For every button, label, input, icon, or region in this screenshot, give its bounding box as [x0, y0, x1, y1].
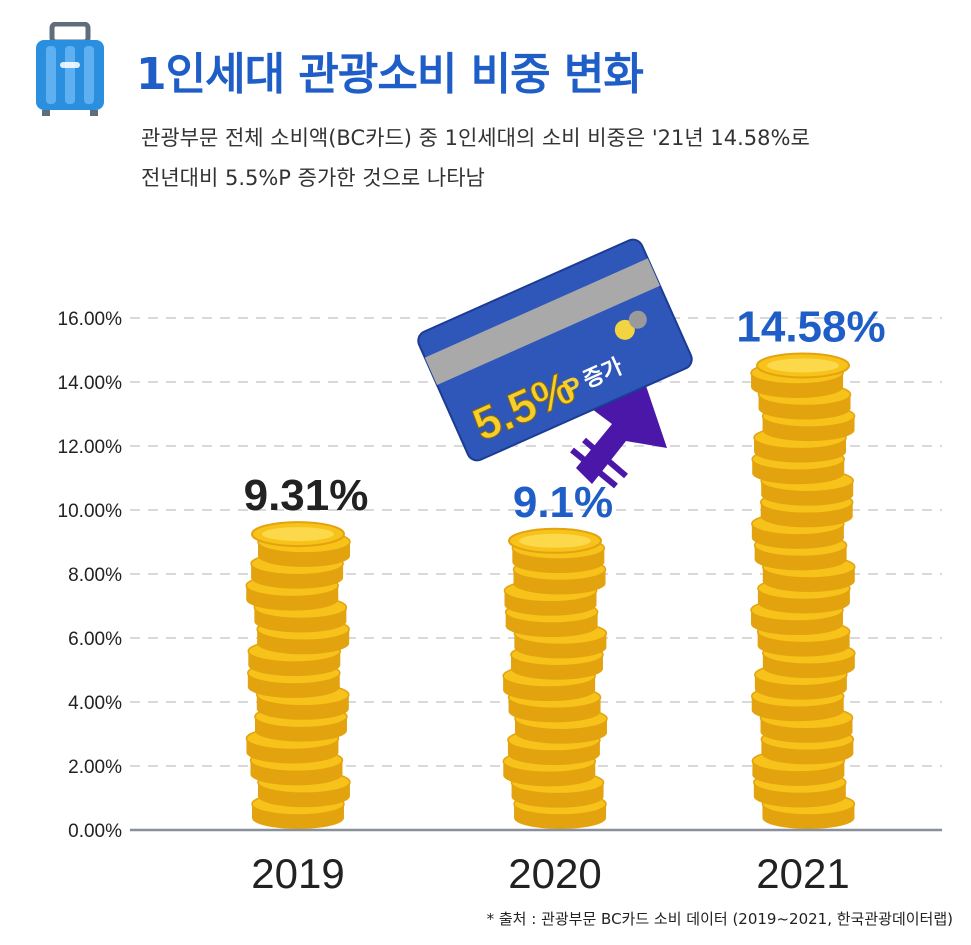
x-category-label: 2020: [508, 850, 601, 897]
y-tick-label: 6.00%: [68, 629, 122, 650]
data-label: 9.31%: [244, 471, 369, 520]
y-tick-label: 4.00%: [68, 693, 122, 714]
subtitle-line-1: 관광부문 전체 소비액(BC카드) 중 1인세대의 소비 비중은 '21년 14…: [141, 126, 810, 150]
y-tick-label: 0.00%: [68, 821, 122, 842]
coin-bars: [245, 352, 856, 829]
credit-card-icon: 5.5% P 증가: [417, 238, 693, 462]
subtitle-line-2: 전년대비 5.5%P 증가한 것으로 나타남: [141, 166, 485, 190]
data-label: 14.58%: [736, 302, 885, 351]
page-title: 1인세대 관광소비 비중 변화: [136, 49, 644, 100]
x-category-label: 2021: [756, 850, 849, 897]
y-tick-label: 16.00%: [58, 309, 123, 330]
data-labels: 9.31% 9.1% 14.58%: [244, 302, 886, 526]
y-tick-label: 14.00%: [58, 373, 123, 394]
y-tick-label: 12.00%: [58, 437, 123, 458]
y-tick-label: 8.00%: [68, 565, 122, 586]
coin-stack-bar: [245, 521, 351, 829]
y-tick-label: 10.00%: [58, 501, 123, 522]
suitcase-icon: [36, 22, 104, 116]
x-axis-labels: 2019 2020 2021: [251, 850, 849, 897]
coin-stack-bar: [750, 352, 856, 829]
page-subtitle: 관광부문 전체 소비액(BC카드) 중 1인세대의 소비 비중은 '21년 14…: [141, 118, 810, 198]
source-note: * 출처 : 관광부문 BC카드 소비 데이터 (2019~2021, 한국관광…: [486, 910, 953, 928]
y-axis-ticks: 0.00% 2.00% 4.00% 6.00% 8.00% 10.00% 12.00% 14.…: [58, 309, 123, 842]
y-tick-label: 2.00%: [68, 757, 122, 778]
coin-stack-bar: [502, 527, 608, 829]
x-category-label: 2019: [251, 850, 344, 897]
data-label: 9.1%: [513, 478, 613, 527]
